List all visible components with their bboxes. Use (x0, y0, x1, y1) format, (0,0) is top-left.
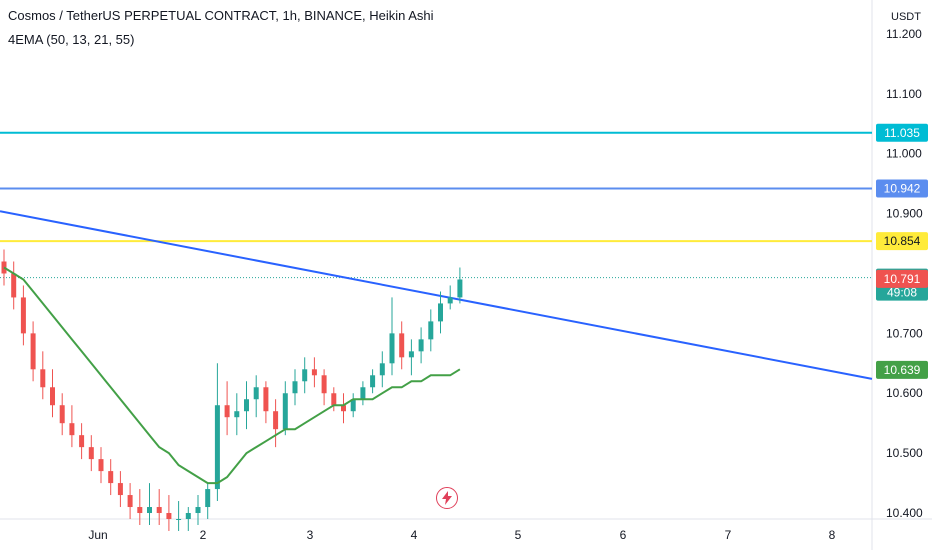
candle-body (40, 369, 46, 388)
candle-body (253, 387, 259, 400)
candle-body (224, 405, 230, 418)
candle-body (30, 333, 36, 370)
y-tick-label: 10.500 (886, 446, 923, 460)
currency-label: USDT (891, 11, 921, 23)
candle-body (292, 381, 298, 394)
candle-body (50, 387, 55, 406)
candle-body (20, 297, 26, 334)
price-tag: 10.639 (884, 363, 921, 377)
candle-body (79, 435, 85, 448)
candle-body (1, 261, 7, 274)
candle-body (117, 483, 123, 496)
candle-body (234, 411, 240, 418)
candle-body (399, 333, 405, 358)
candle-body (302, 369, 308, 382)
price-tag-bg (876, 360, 928, 379)
level-price-tag: 10.854 (884, 234, 921, 248)
x-tick-label: 3 (307, 528, 314, 542)
y-tick-label: 11.200 (886, 27, 922, 41)
candle-body (438, 303, 443, 322)
candle-body (69, 423, 75, 436)
candle-body (447, 297, 453, 304)
candle-body (311, 369, 317, 376)
candle-body (457, 279, 463, 298)
level-price-tag-bg (876, 123, 928, 142)
candle-body (360, 387, 366, 400)
ema-line[interactable] (3, 266, 461, 485)
candle-body (205, 489, 211, 508)
lightning-icon[interactable] (436, 487, 458, 509)
candle-body (137, 507, 143, 514)
level-price-tag: 10.942 (884, 181, 921, 195)
symbol-title[interactable]: Cosmos / TetherUS PERPETUAL CONTRACT, 1h… (8, 8, 434, 23)
price-tag-bg (876, 269, 928, 288)
candle-body (282, 393, 288, 430)
candle-body (408, 351, 414, 358)
candle-body (350, 399, 356, 412)
candle-body (88, 447, 94, 460)
y-tick-label: 10.600 (886, 386, 923, 400)
candle-body (389, 333, 395, 364)
trend-line[interactable] (0, 210, 873, 380)
x-tick-label: 4 (411, 528, 418, 542)
y-tick-label: 10.900 (886, 207, 923, 221)
x-tick-label: 7 (725, 528, 732, 542)
y-tick-label: 10.400 (886, 506, 923, 520)
candle-body (108, 471, 114, 484)
candle-body (156, 507, 162, 514)
x-tick-label: Jun (88, 528, 107, 542)
candle-body (185, 513, 191, 519)
candle-body (147, 507, 152, 514)
countdown-tag: 49:08 (887, 286, 917, 300)
x-tick-label: 5 (515, 528, 522, 542)
x-tick-label: 2 (200, 528, 207, 542)
candle-body (214, 405, 220, 490)
candle-body (331, 393, 337, 406)
candle-body (379, 363, 385, 376)
y-tick-label: 11.100 (886, 87, 922, 101)
candle-body (244, 399, 249, 412)
price-tag: 10.791 (884, 272, 921, 286)
candle-body (127, 495, 133, 508)
x-tick-label: 8 (829, 528, 836, 542)
candle-body (166, 513, 172, 519)
level-price-tag-bg (876, 179, 928, 198)
candle-body (370, 375, 376, 388)
level-price-tag: 11.035 (884, 126, 920, 140)
candle-body (263, 387, 269, 412)
candle-body (321, 375, 327, 394)
candle-body (428, 321, 434, 340)
candle-body (273, 411, 279, 430)
candle-body (195, 507, 201, 514)
level-price-tag-bg (876, 232, 928, 251)
candle-body (59, 405, 65, 424)
candle-body (11, 273, 17, 298)
candle-body (341, 405, 346, 412)
y-tick-label: 10.700 (886, 326, 923, 340)
candle-body (418, 339, 424, 352)
candle-body (98, 459, 104, 472)
y-tick-label: 11.000 (886, 147, 922, 161)
candle-body (176, 519, 182, 520)
indicator-label[interactable]: 4EMA (50, 13, 21, 55) (8, 32, 135, 47)
x-tick-label: 6 (620, 528, 627, 542)
